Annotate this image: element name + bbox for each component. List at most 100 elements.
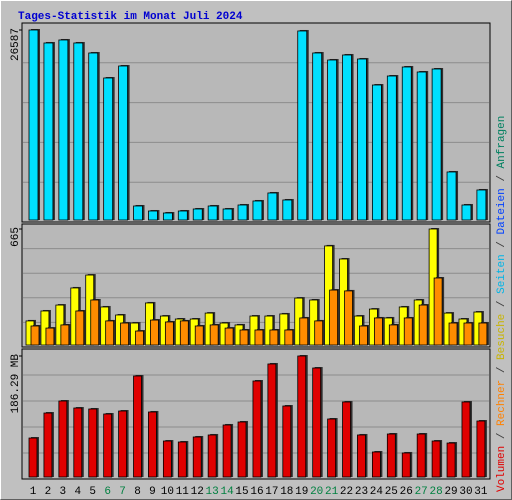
- bar: [327, 59, 338, 221]
- x-tick-label: 24: [370, 486, 384, 498]
- bar: [28, 29, 39, 221]
- bar: [222, 424, 232, 478]
- legend-entry: Anfragen: [496, 116, 508, 169]
- x-tick-label: 17: [265, 486, 278, 498]
- bar: [177, 210, 188, 221]
- bar: [431, 440, 441, 478]
- bar: [342, 54, 352, 221]
- legend-separator: /: [496, 360, 508, 380]
- x-tick-label: 22: [340, 486, 353, 498]
- bar: [177, 441, 187, 478]
- x-tick-label: 10: [161, 486, 174, 498]
- bar: [344, 290, 353, 346]
- bar: [433, 277, 443, 346]
- bar: [297, 355, 307, 478]
- bar: [359, 325, 368, 346]
- x-tick-label: 5: [89, 486, 96, 498]
- bar: [105, 320, 115, 346]
- bar: [371, 451, 381, 478]
- x-tick-label: 15: [235, 486, 248, 498]
- bar: [75, 310, 85, 346]
- bar: [476, 420, 486, 478]
- bar: [88, 408, 98, 478]
- x-tick-label: 20: [310, 486, 323, 498]
- bar: [239, 329, 249, 346]
- bar: [162, 440, 172, 478]
- bar: [463, 322, 473, 346]
- bar: [28, 437, 38, 478]
- y-tick-label: 26587: [10, 28, 22, 61]
- legend-entry: Dateien: [496, 188, 508, 234]
- x-tick-label: 6: [104, 486, 111, 498]
- legend-entry: Rechner: [496, 380, 508, 426]
- bar: [476, 189, 487, 221]
- bar: [388, 324, 398, 346]
- bar: [43, 412, 53, 478]
- bar: [386, 433, 396, 478]
- x-tick-label: 23: [355, 486, 368, 498]
- bar: [416, 71, 427, 221]
- bar: [329, 289, 339, 346]
- x-tick-label: 1: [30, 486, 37, 498]
- bar: [357, 58, 367, 221]
- bar: [252, 380, 262, 478]
- bar: [446, 442, 456, 478]
- bar: [299, 317, 309, 346]
- x-tick-label: 26: [400, 486, 413, 498]
- x-tick-label: 8: [134, 486, 141, 498]
- x-tick-label: 14: [220, 486, 234, 498]
- x-tick-label: 25: [385, 486, 398, 498]
- legend-separator: /: [496, 426, 508, 446]
- bar: [45, 327, 55, 346]
- bar: [58, 39, 69, 221]
- bar: [297, 30, 308, 221]
- bar: [327, 418, 337, 478]
- bar: [371, 84, 382, 221]
- bar: [401, 66, 412, 221]
- bar: [252, 200, 263, 221]
- x-tick-label: 30: [459, 486, 472, 498]
- bar: [403, 317, 413, 346]
- bar: [373, 317, 383, 346]
- bar: [446, 171, 457, 221]
- bar: [401, 452, 411, 478]
- bar: [461, 204, 472, 221]
- x-tick-label: 13: [206, 486, 219, 498]
- bar: [282, 405, 292, 478]
- legend-entry: Volumen: [496, 446, 508, 492]
- bar: [222, 208, 233, 221]
- x-tick-label: 7: [119, 486, 126, 498]
- bar: [164, 321, 174, 346]
- bar: [267, 363, 277, 478]
- x-tick-label: 29: [444, 486, 457, 498]
- bar: [207, 434, 217, 478]
- bar: [207, 205, 218, 221]
- bar: [224, 327, 234, 346]
- bar: [148, 411, 157, 478]
- x-tick-label: 16: [250, 486, 263, 498]
- legend-separator: /: [496, 234, 508, 254]
- legend-separator: /: [496, 168, 508, 188]
- bar: [103, 413, 113, 478]
- bar: [103, 77, 114, 221]
- x-tick-label: 12: [191, 486, 204, 498]
- bar: [179, 320, 189, 346]
- bar: [118, 410, 127, 478]
- bar: [162, 212, 173, 221]
- bar: [342, 401, 351, 478]
- bar: [73, 407, 83, 478]
- x-tick-label: 31: [474, 486, 488, 498]
- x-tick-label: 27: [415, 486, 428, 498]
- bar: [118, 65, 128, 221]
- chart-title: Tages-Statistik im Monat Juli 2024: [18, 11, 243, 23]
- x-tick-label: 11: [176, 486, 190, 498]
- bar: [312, 367, 322, 478]
- bar: [90, 299, 100, 346]
- bar: [150, 319, 159, 346]
- bar: [73, 42, 84, 221]
- bar: [209, 324, 219, 346]
- bar: [194, 325, 204, 346]
- bar: [237, 204, 248, 221]
